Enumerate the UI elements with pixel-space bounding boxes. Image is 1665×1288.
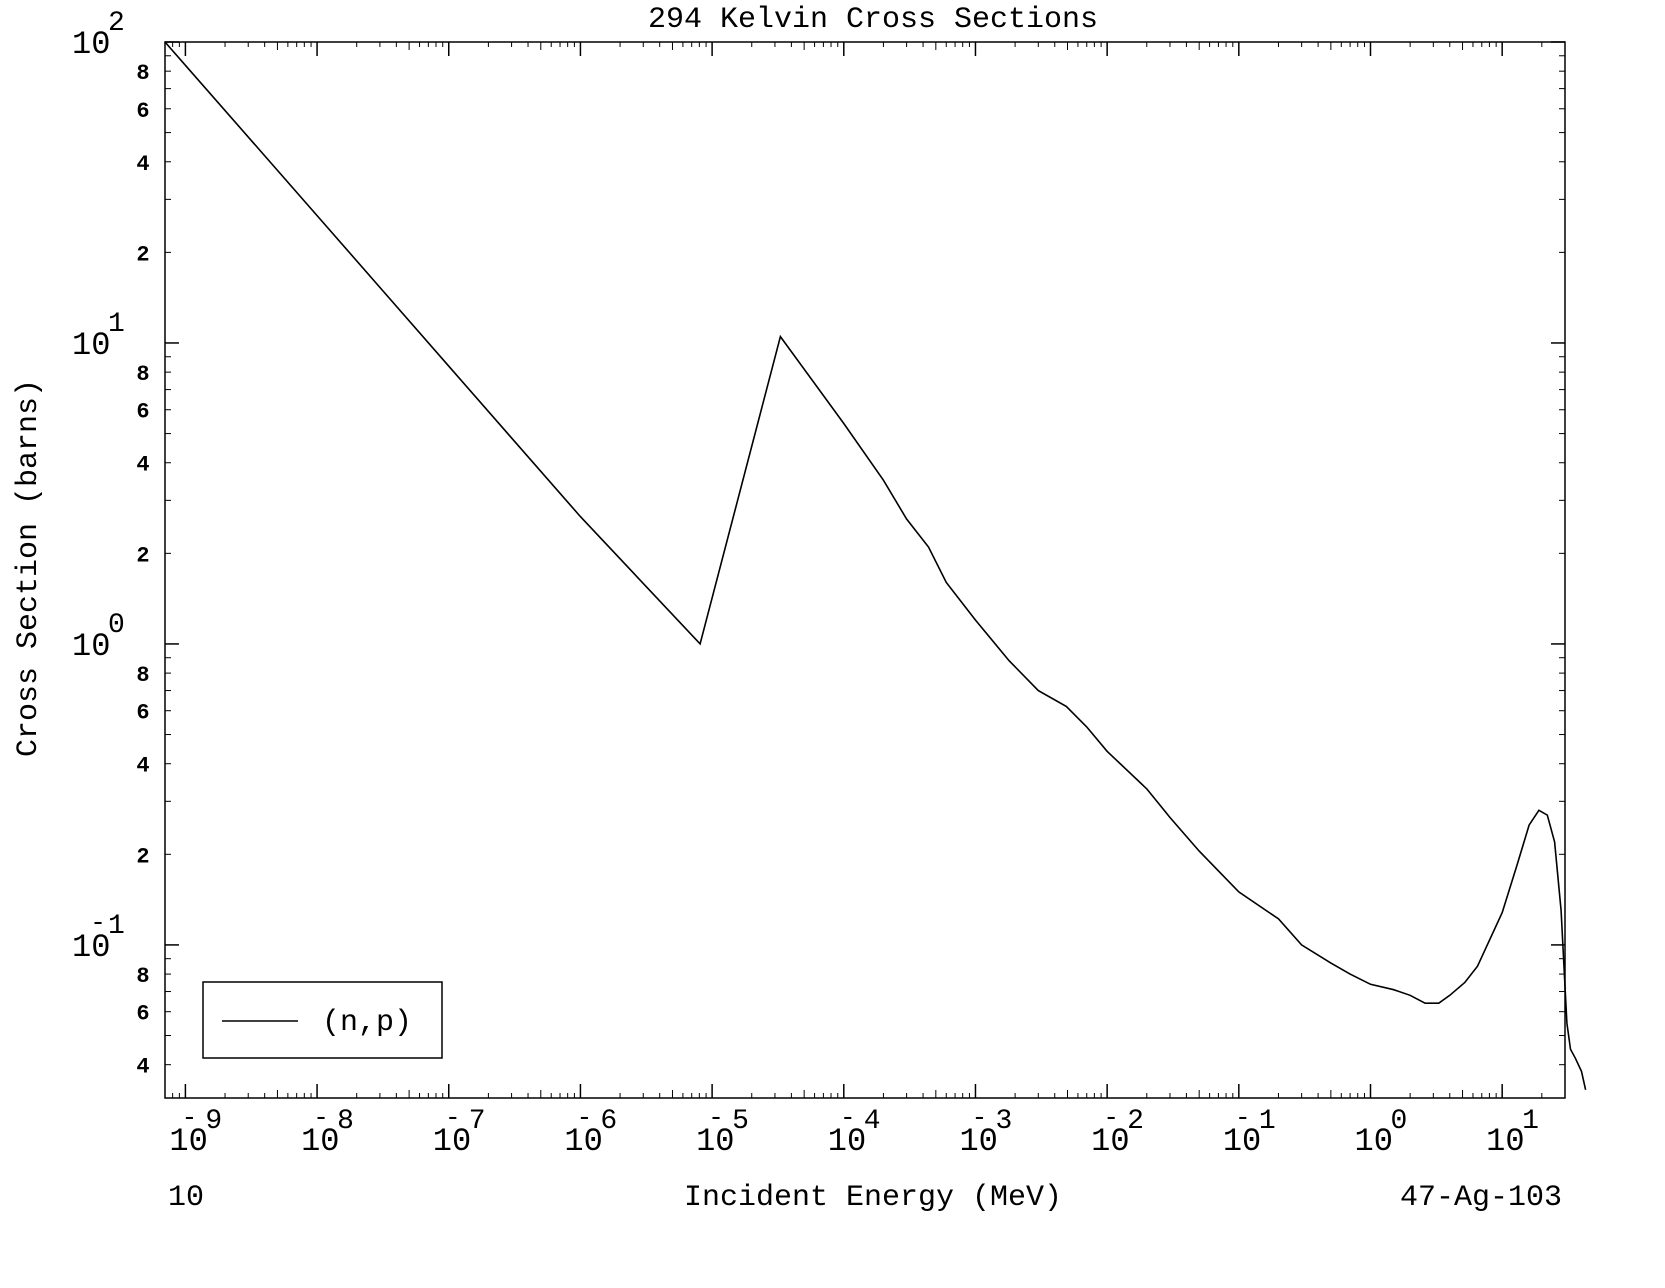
x-tick-mantissa: 10 (1091, 1123, 1129, 1160)
y-tick-mantissa: 10 (72, 327, 110, 364)
legend-label: (n,p) (322, 1006, 412, 1040)
y-tick-label: 10- 1 (72, 908, 125, 966)
y-tick-exponent: 0 (108, 610, 125, 641)
x-tick-exponent: 8 (337, 1106, 354, 1137)
y-minor-label: 4 (136, 1055, 149, 1080)
y-tick-label: 101 (72, 309, 125, 364)
y-minor-label: 6 (136, 701, 149, 726)
x-tick-exponent: 6 (600, 1106, 617, 1137)
y-tick-mantissa: 10 (72, 929, 110, 966)
y-minor-label: 6 (136, 1002, 149, 1027)
footer-left-text: 10 (168, 1181, 204, 1215)
y-minor-label: 2 (136, 242, 149, 267)
y-tick-label: 102 (72, 8, 125, 63)
x-tick-label: 10- 1 (1223, 1103, 1276, 1160)
x-tick-label: 10- 6 (564, 1103, 617, 1160)
y-minor-label: 8 (136, 61, 149, 86)
legend: (n,p) (202, 981, 443, 1059)
x-tick-label: 10- 5 (696, 1103, 749, 1160)
minor-ticks (164, 42, 1566, 1098)
x-axis-label: Incident Energy (MeV) (684, 1181, 1062, 1215)
y-minor-label: 8 (136, 964, 149, 989)
x-tick-label: 10- 8 (301, 1103, 354, 1160)
x-tick-minus: - (972, 1103, 988, 1133)
x-tick-label: 10- 4 (828, 1103, 881, 1160)
y-axis-label: Cross Section (barns) (12, 379, 46, 757)
y-tick-exponent: 1 (108, 911, 125, 942)
y-tick-exponent: 2 (108, 8, 125, 39)
x-tick-mantissa: 10 (696, 1123, 734, 1160)
y-tick-mantissa: 10 (72, 26, 110, 63)
y-minor-label: 8 (136, 362, 149, 387)
x-tick-exponent: 2 (1127, 1106, 1144, 1137)
x-tick-label: 100 (1354, 1106, 1407, 1160)
x-tick-exponent: 4 (864, 1106, 881, 1137)
x-tick-labels: 10- 910- 810- 710- 610- 510- 410- 310- 210- 11001… (169, 1103, 1539, 1160)
y-minor-label: 4 (136, 453, 149, 478)
x-tick-label: 10- 9 (169, 1103, 222, 1160)
x-tick-minus: - (840, 1103, 856, 1133)
x-tick-mantissa: 10 (959, 1123, 997, 1160)
chart-title: 294 Kelvin Cross Sections (648, 3, 1098, 37)
x-tick-label: 101 (1486, 1106, 1539, 1160)
y-tick-mantissa: 10 (72, 628, 110, 665)
x-tick-minus: - (708, 1103, 724, 1133)
series-line-n-p (164, 41, 1587, 1090)
x-tick-exponent: 7 (469, 1106, 486, 1137)
x-tick-exponent: 3 (995, 1106, 1012, 1137)
x-tick-label: 10- 2 (1091, 1103, 1144, 1160)
x-tick-label: 10- 7 (433, 1103, 486, 1160)
x-tick-exponent: 5 (732, 1106, 749, 1137)
legend-box (202, 981, 443, 1059)
x-tick-mantissa: 10 (1486, 1123, 1524, 1160)
x-tick-exponent: 0 (1390, 1106, 1407, 1137)
major-ticks (165, 41, 1565, 1098)
y-minor-label: 4 (136, 754, 149, 779)
x-tick-mantissa: 10 (1354, 1123, 1392, 1160)
x-tick-mantissa: 10 (301, 1123, 339, 1160)
y-minor-label: 6 (136, 400, 149, 425)
x-tick-exponent: 1 (1259, 1106, 1276, 1137)
y-tick-exponent: 1 (108, 309, 125, 340)
y-minor-label: 4 (136, 152, 149, 177)
x-tick-mantissa: 10 (169, 1123, 207, 1160)
y-minor-label: 8 (136, 663, 149, 688)
x-tick-mantissa: 10 (1223, 1123, 1261, 1160)
y-minor-label: 2 (136, 543, 149, 568)
x-tick-minus: - (313, 1103, 329, 1133)
x-tick-exponent: 1 (1522, 1106, 1539, 1137)
y-tick-minus: - (90, 908, 106, 938)
x-tick-exponent: 9 (205, 1106, 222, 1137)
x-tick-minus: - (445, 1103, 461, 1133)
x-tick-minus: - (182, 1103, 198, 1133)
x-tick-mantissa: 10 (433, 1123, 471, 1160)
y-minor-label: 6 (136, 99, 149, 124)
x-tick-minus: - (577, 1103, 593, 1133)
x-tick-minus: - (1103, 1103, 1119, 1133)
x-tick-label: 10- 3 (959, 1103, 1012, 1160)
x-tick-mantissa: 10 (564, 1123, 602, 1160)
footer-right-text: 47-Ag-103 (1400, 1181, 1562, 1215)
x-tick-mantissa: 10 (828, 1123, 866, 1160)
plot-frame (164, 41, 1566, 1099)
x-tick-minus: - (1235, 1103, 1251, 1133)
y-minor-label: 2 (136, 844, 149, 869)
y-tick-label: 100 (72, 610, 125, 665)
